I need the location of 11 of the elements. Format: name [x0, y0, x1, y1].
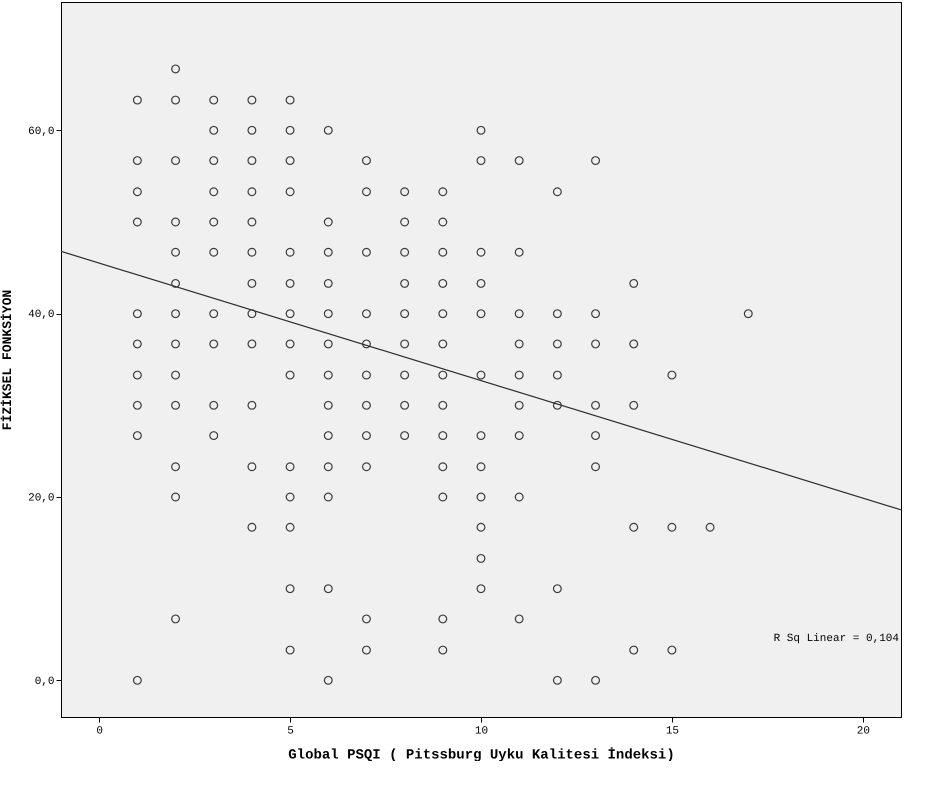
y-tick-label: 40,0 [28, 309, 54, 322]
x-tick-label: 5 [287, 726, 294, 738]
x-tick-label: 20 [856, 726, 870, 738]
y-tick-label: 0,0 [34, 676, 54, 688]
x-tick-label: 10 [474, 726, 488, 738]
y-tick-label: 20,0 [28, 492, 54, 504]
x-tick-label: 15 [666, 726, 680, 738]
y-axis-title: FİZİKSEL FONKSİYON [0, 290, 16, 430]
y-tick-label: 60,0 [28, 126, 54, 138]
annotation: R Sq Linear = 0,104 [774, 633, 900, 645]
x-tick-label: 0 [96, 726, 103, 738]
